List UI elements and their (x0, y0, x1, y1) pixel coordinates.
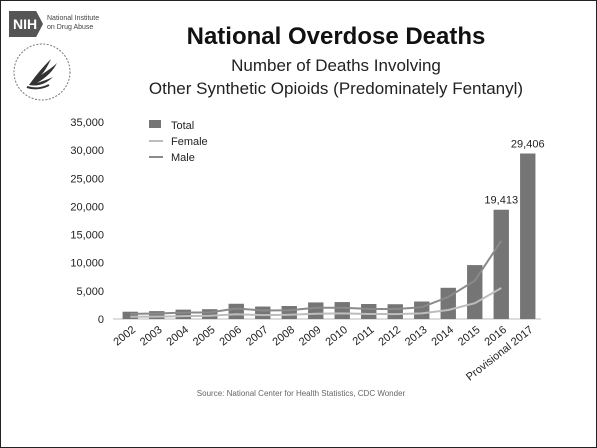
x-tick-label: 2012 (376, 324, 403, 349)
y-tick-label: 0 (98, 314, 104, 326)
bar-2007 (255, 306, 271, 319)
x-tick-label: 2011 (351, 324, 377, 348)
bar-2011 (361, 303, 377, 319)
bar-2006 (228, 303, 244, 319)
y-tick-label: 20,000 (70, 201, 104, 213)
chart-subtitle-line-2: Other Synthetic Opioids (Predominately F… (148, 79, 524, 98)
nih-logo: NIH National Institute on Drug Abuse (9, 9, 139, 39)
data-label: 29,406 (511, 138, 545, 150)
y-axis: 0 5,000 10,000 15,000 20,000 25,000 30,000 35,0… (70, 117, 541, 326)
x-tick-label: 2002 (111, 324, 138, 349)
hhs-seal-icon (13, 43, 71, 101)
bar-provisional-2017 (520, 153, 536, 319)
y-tick-label: 10,000 (70, 258, 104, 270)
legend-label-male: Male (171, 152, 195, 164)
bar-2003 (149, 311, 165, 319)
bars (122, 153, 536, 319)
bar-2014 (440, 287, 456, 319)
legend-label-total: Total (171, 120, 194, 132)
nih-badge: NIH (9, 11, 43, 37)
bar-2009 (308, 302, 324, 319)
source-note: Source: National Center for Health Stati… (196, 389, 406, 398)
legend-swatch-total (149, 120, 161, 128)
chart-title: National Overdose Deaths (186, 23, 486, 50)
bar-2002 (122, 311, 138, 319)
x-axis: 2002 2003 2004 2005 2006 2007 2008 2009 2010 2011… (111, 324, 535, 384)
bar-2010 (334, 302, 350, 319)
bar-2016 (493, 209, 509, 319)
x-tick-label: 2003 (138, 324, 165, 349)
x-tick-label: 2010 (323, 324, 350, 349)
y-tick-label: 5,000 (76, 286, 104, 298)
x-tick-label: 2013 (403, 324, 430, 349)
data-labels: 19,413 29,406 (484, 138, 544, 206)
line-male (130, 240, 503, 315)
legend: Total Female Male (149, 120, 208, 164)
x-tick-label: 2004 (164, 324, 191, 349)
bar-2005 (202, 309, 218, 319)
bar-2015 (467, 265, 483, 319)
y-tick-label: 15,000 (70, 230, 104, 242)
x-tick-label: 2015 (456, 324, 483, 349)
nih-org-line-1: National Institute (47, 15, 100, 22)
nih-org-line-2: on Drug Abuse (47, 24, 94, 31)
legend-label-female: Female (171, 136, 208, 148)
x-tick-label: 2008 (270, 324, 297, 349)
y-tick-label: 35,000 (70, 117, 104, 129)
x-tick-label: 2005 (191, 324, 218, 349)
x-tick-label: 2009 (297, 324, 324, 349)
bar-2004 (175, 309, 191, 319)
data-label: 19,413 (484, 195, 518, 207)
bar-2008 (281, 306, 297, 319)
y-tick-label: 25,000 (70, 173, 104, 185)
x-tick-label: 2014 (429, 324, 456, 349)
line-female (130, 287, 502, 318)
y-tick-label: 30,000 (70, 145, 104, 157)
lines (130, 240, 503, 318)
x-tick-label: 2006 (217, 324, 244, 349)
x-tick-label: 2007 (244, 324, 271, 349)
bar-2012 (387, 304, 403, 319)
chart-subtitle-line-1: Number of Deaths Involving (231, 56, 441, 75)
